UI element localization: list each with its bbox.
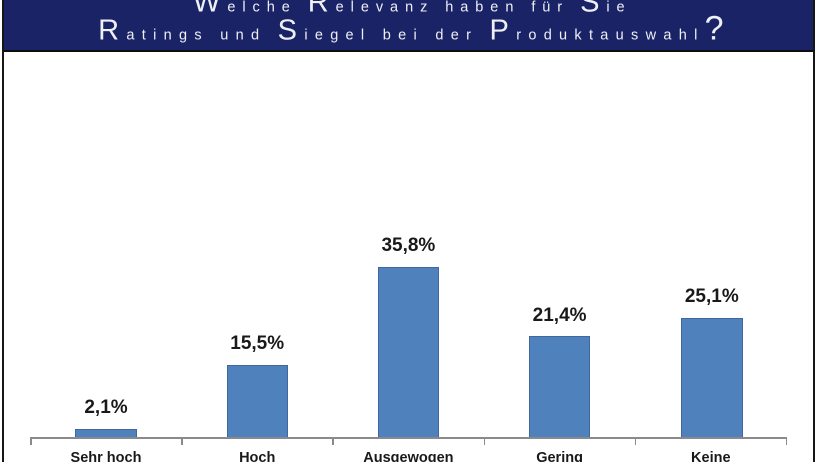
svg-text:Welche Relevanz haben für Sie: Welche Relevanz haben für Sie xyxy=(193,0,632,19)
